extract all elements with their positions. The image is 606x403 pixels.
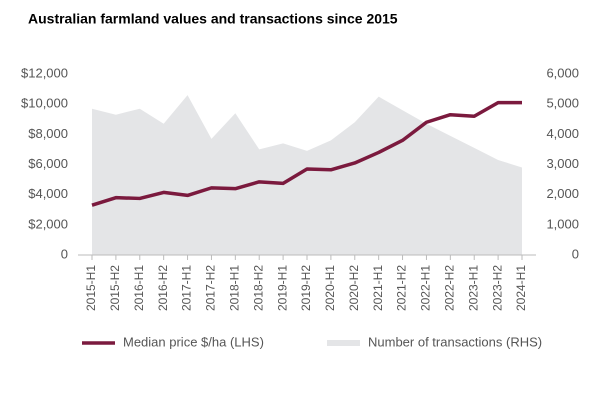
- y-tick-label: $6,000: [28, 156, 68, 171]
- x-tick-label: 2018-H2: [251, 265, 265, 311]
- x-tick-label: 2017-H2: [204, 265, 218, 311]
- x-tick-label: 2024-H1: [514, 265, 528, 311]
- y-tick-label: $10,000: [21, 96, 68, 111]
- x-tick-label: 2015-H1: [84, 265, 98, 311]
- x-tick-label: 2018-H1: [228, 265, 242, 311]
- legend-label: Median price $/ha (LHS): [123, 334, 264, 349]
- x-tick-label: 2023-H1: [466, 265, 480, 311]
- area: [92, 95, 522, 255]
- y2-tick-label: 4,000: [546, 126, 579, 141]
- x-tick-label: 2020-H1: [323, 265, 337, 311]
- y-tick-label: $4,000: [28, 186, 68, 201]
- x-tick-label: 2015-H2: [108, 265, 122, 311]
- y2-tick-label: 5,000: [546, 96, 579, 111]
- x-tick-label: 2021-H2: [395, 265, 409, 311]
- legend-swatch: [327, 340, 360, 346]
- y2-tick-label: 0: [572, 246, 579, 261]
- y2-tick-label: 3,000: [546, 156, 579, 171]
- x-tick-label: 2016-H2: [156, 265, 170, 311]
- y-tick-label: $8,000: [28, 126, 68, 141]
- chart-title: Australian farmland values and transacti…: [28, 11, 398, 27]
- y-tick-label: $2,000: [28, 216, 68, 231]
- x-tick-label: 2023-H2: [490, 265, 504, 311]
- y2-tick-label: 1,000: [546, 216, 579, 231]
- x-tick-label: 2019-H2: [299, 265, 313, 311]
- x-tick-label: 2020-H2: [347, 265, 361, 311]
- y-tick-label: $12,000: [21, 65, 68, 80]
- x-tick-label: 2016-H1: [132, 265, 146, 311]
- line: [91, 100, 522, 207]
- x-tick-label: 2022-H2: [443, 265, 457, 311]
- x-tick-label: 2017-H1: [180, 265, 194, 311]
- legend-label: Number of transactions (RHS): [368, 334, 542, 349]
- y2-tick-label: 2,000: [546, 186, 579, 201]
- x-tick-label: 2019-H1: [275, 265, 289, 311]
- y2-tick-label: 6,000: [546, 65, 579, 80]
- x-tick-label: 2021-H1: [371, 265, 385, 311]
- y-tick-label: 0: [61, 246, 68, 261]
- x-tick-label: 2022-H1: [419, 265, 433, 311]
